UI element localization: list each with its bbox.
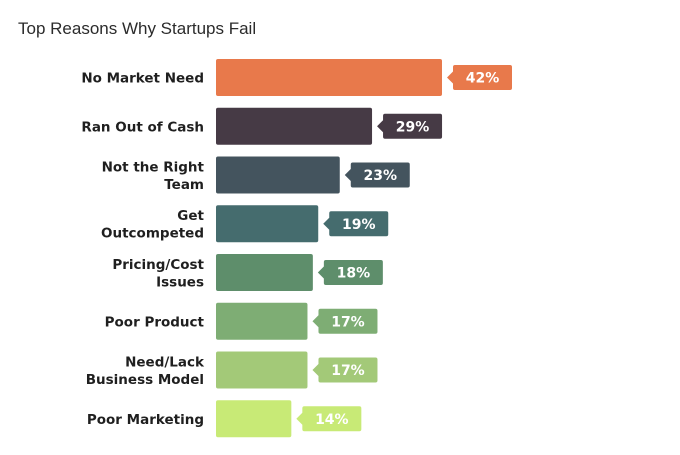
value-callout-5 (312, 308, 378, 334)
data-label-7: 14% (315, 412, 349, 428)
bar-7 (216, 400, 292, 438)
category-label-1-0: Ran Out of Cash (81, 119, 204, 135)
category-label-2-0: Not the Right (102, 159, 205, 175)
data-label-3: 19% (342, 217, 376, 233)
category-label-2-1: Team (164, 177, 204, 193)
data-label-0: 42% (466, 71, 500, 87)
category-label-3-1: Outcompeted (101, 226, 204, 242)
value-callout-7 (296, 406, 362, 432)
bar-3 (216, 205, 319, 243)
bar-2 (216, 156, 340, 194)
bar-1 (216, 107, 373, 145)
bar-5 (216, 302, 308, 340)
bar-0 (216, 59, 442, 96)
data-label-4: 18% (337, 266, 371, 282)
category-label-6-0: Need/Lack (125, 354, 205, 370)
value-callout-4 (317, 260, 383, 285)
value-callout-0 (447, 65, 512, 90)
category-label-7-0: Poor Marketing (87, 412, 204, 428)
value-callout-2 (344, 162, 410, 188)
data-label-2: 23% (364, 168, 398, 184)
data-label-5: 17% (331, 314, 365, 330)
bar-4 (216, 254, 313, 291)
bar-6 (216, 351, 308, 389)
category-label-4-0: Pricing/Cost (112, 257, 204, 273)
category-label-6-1: Business Model (86, 372, 204, 388)
category-label-4-1: Issues (156, 274, 204, 290)
data-label-1: 29% (396, 119, 430, 135)
chart-title: Top Reasons Why Startups Fail (18, 19, 257, 38)
value-callout-1 (377, 113, 443, 139)
value-callout-3 (323, 211, 389, 237)
value-callout-6 (312, 357, 378, 383)
data-label-6: 17% (331, 363, 365, 379)
category-label-0-0: No Market Need (81, 71, 204, 87)
category-label-5-0: Poor Product (105, 314, 205, 330)
category-label-3-0: Get (177, 208, 204, 224)
